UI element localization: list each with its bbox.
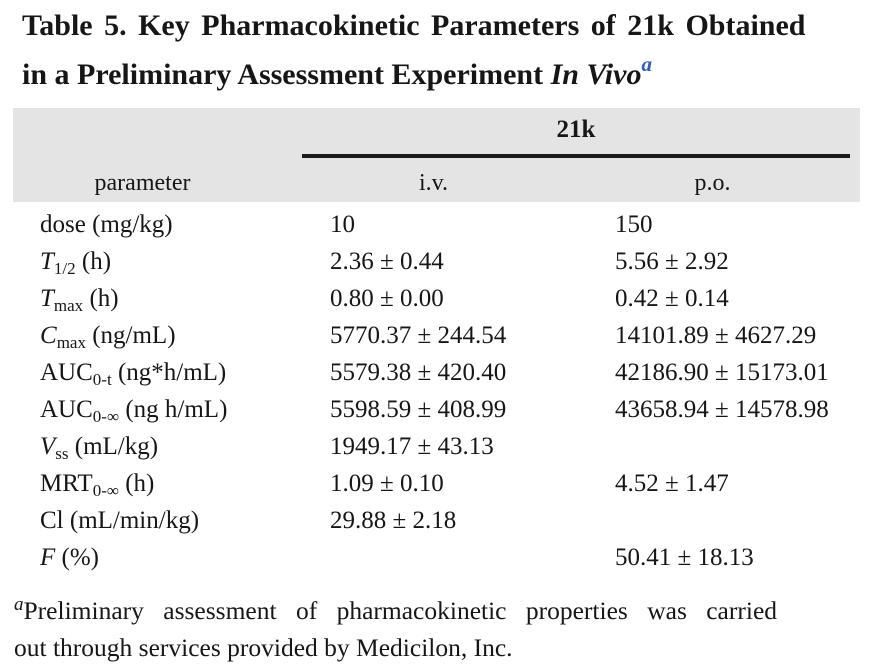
po-value-cell: 5.56 ± 2.92 bbox=[615, 248, 729, 275]
column-headers: parameter i.v. p.o. bbox=[13, 164, 860, 202]
footnote-line2: out through services provided by Medicil… bbox=[14, 633, 513, 662]
parameter-unit: (ng*h/mL) bbox=[111, 359, 227, 386]
po-value-cell bbox=[565, 502, 860, 539]
parameter-unit: (h) bbox=[118, 470, 155, 497]
po-value-cell: 4.52 ± 1.47 bbox=[615, 470, 729, 497]
parameter-label-cell: Cl (mL/min/kg) bbox=[13, 502, 302, 539]
parameter-unit: (%) bbox=[55, 544, 100, 571]
parameter-label-cell: Tmax (h) bbox=[13, 280, 302, 317]
table-title-line2-italic: In Vivo bbox=[550, 58, 642, 91]
table-title-line1: Table 5. Key Pharmacokinetic Parameters … bbox=[22, 9, 806, 42]
iv-value-cell: 1949.17 ± 43.13 bbox=[330, 433, 494, 460]
column-header-parameter: parameter bbox=[94, 170, 191, 196]
footnote-line1-text: Preliminary assessment of pharmacokineti… bbox=[23, 596, 778, 625]
parameter-subscript: max bbox=[56, 333, 86, 352]
table-footnote: aPreliminary assessment of pharmacokinet… bbox=[14, 586, 862, 666]
parameter-symbol: MRT bbox=[40, 470, 93, 497]
po-value-cell bbox=[565, 428, 860, 465]
table-header-band: 21k parameter i.v. p.o. bbox=[13, 108, 860, 202]
iv-value-cell bbox=[302, 539, 565, 576]
parameter-subscript: ss bbox=[55, 444, 69, 463]
table-title: Table 5. Key Pharmacokinetic Parameters … bbox=[22, 6, 868, 94]
column-header-po: p.o. bbox=[694, 170, 731, 196]
parameter-label-cell: Cmax (ng/mL) bbox=[13, 317, 302, 354]
parameter-symbol: C bbox=[40, 322, 57, 349]
footnote-marker: a bbox=[14, 594, 24, 615]
parameter-subscript: 0-∞ bbox=[92, 481, 119, 500]
compound-header-rule bbox=[302, 154, 850, 158]
parameter-label-cell: dose (mg/kg) bbox=[13, 206, 302, 243]
table-title-line2: in a Preliminary Assessment Experiment I… bbox=[22, 45, 868, 94]
po-value-cell: 42186.90 ± 15173.01 bbox=[615, 359, 829, 386]
parameter-unit: (mL/kg) bbox=[68, 433, 159, 460]
parameter-unit: (mg/kg) bbox=[85, 211, 173, 238]
parameter-symbol: T bbox=[40, 248, 54, 275]
parameter-label-cell: AUC0-∞ (ng h/mL) bbox=[13, 391, 302, 428]
column-header-iv: i.v. bbox=[418, 170, 449, 196]
po-value-cell: 0.42 ± 0.14 bbox=[615, 285, 729, 312]
title-footnote-marker: a bbox=[641, 52, 652, 76]
parameter-symbol: Cl bbox=[40, 507, 64, 534]
parameter-symbol: F bbox=[40, 544, 56, 571]
iv-value-cell: 29.88 ± 2.18 bbox=[330, 507, 457, 534]
parameter-symbol: V bbox=[40, 433, 56, 460]
parameter-subscript: 0-t bbox=[92, 370, 112, 389]
footnote-line1: aPreliminary assessment of pharmacokinet… bbox=[14, 586, 862, 629]
po-value-cell: 150 bbox=[615, 211, 653, 238]
parameter-unit: (ng/mL) bbox=[85, 322, 176, 349]
parameter-label-cell: MRT0-∞ (h) bbox=[13, 465, 302, 502]
iv-value-cell: 5579.38 ± 420.40 bbox=[330, 359, 507, 386]
parameter-symbol: dose bbox=[40, 211, 86, 238]
parameter-unit: (mL/min/kg) bbox=[63, 507, 200, 534]
parameter-unit: (ng h/mL) bbox=[119, 396, 228, 423]
iv-value-cell: 1.09 ± 0.10 bbox=[330, 470, 444, 497]
parameter-unit: (h) bbox=[83, 285, 119, 312]
parameter-label-cell: AUC0-t (ng*h/mL) bbox=[13, 354, 302, 391]
parameter-label-cell: T1/2 (h) bbox=[13, 243, 302, 280]
po-value-cell: 14101.89 ± 4627.29 bbox=[615, 322, 817, 349]
iv-value-cell: 2.36 ± 0.44 bbox=[330, 248, 444, 275]
parameter-unit: (h) bbox=[75, 248, 112, 275]
parameter-label-cell: Vss (mL/kg) bbox=[13, 428, 302, 465]
parameter-symbol: T bbox=[40, 285, 54, 312]
iv-value-cell: 10 bbox=[330, 211, 355, 238]
parameter-symbol: AUC bbox=[40, 396, 93, 423]
parameter-subscript: 1/2 bbox=[53, 259, 76, 278]
table-body: dose (mg/kg) 10 150 T1/2 (h) 2.36 ± 0.44… bbox=[13, 202, 860, 576]
iv-value-cell: 5770.37 ± 244.54 bbox=[330, 322, 507, 349]
po-value-cell: 43658.94 ± 14578.98 bbox=[615, 396, 829, 423]
iv-value-cell: 5598.59 ± 408.99 bbox=[330, 396, 507, 423]
compound-header: 21k bbox=[556, 116, 596, 143]
parameter-symbol: AUC bbox=[40, 359, 93, 386]
table-title-line2-regular: in a Preliminary Assessment Experiment bbox=[22, 58, 544, 91]
po-value-cell: 50.41 ± 18.13 bbox=[615, 544, 754, 571]
parameter-subscript: 0-∞ bbox=[92, 407, 120, 426]
iv-value-cell: 0.80 ± 0.00 bbox=[330, 285, 444, 312]
parameter-label-cell: F (%) bbox=[13, 539, 302, 576]
parameter-subscript: max bbox=[53, 296, 84, 315]
